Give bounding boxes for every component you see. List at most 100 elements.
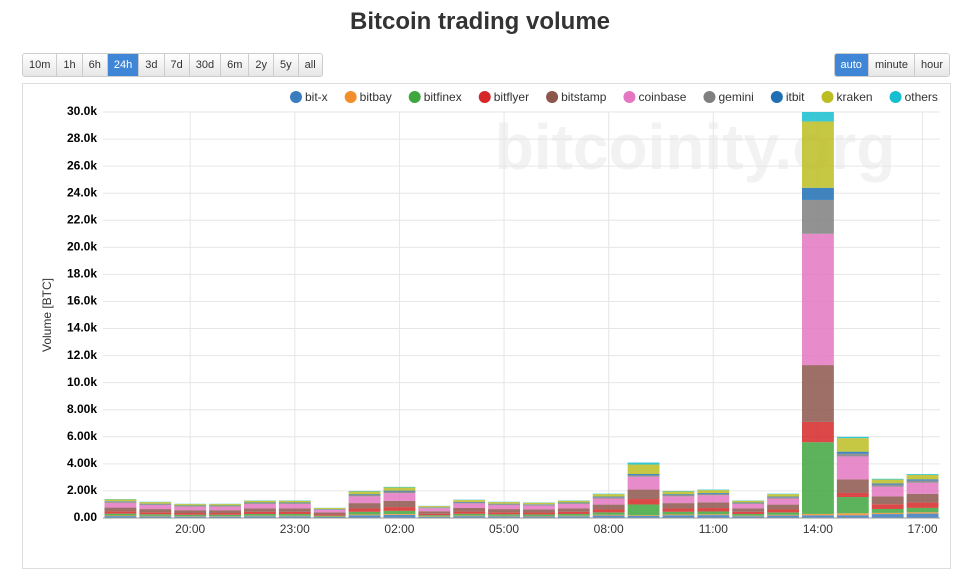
bar-segment bbox=[348, 491, 381, 495]
bar-segment bbox=[348, 503, 381, 509]
bar-segment bbox=[627, 476, 660, 490]
bar-segment bbox=[627, 504, 660, 516]
bar-segment bbox=[453, 500, 486, 502]
bar-segment bbox=[662, 491, 695, 495]
option-button[interactable]: 1h bbox=[56, 54, 82, 76]
bar-segment bbox=[523, 505, 555, 510]
y-tick-label: 18.0k bbox=[67, 267, 97, 281]
bar-segment bbox=[348, 515, 381, 518]
bar-segment bbox=[697, 490, 730, 493]
bar-segment bbox=[244, 511, 276, 514]
bar-segment bbox=[453, 513, 486, 516]
bar-segment bbox=[418, 506, 451, 508]
option-button[interactable]: 5y bbox=[273, 54, 298, 76]
bar-segment bbox=[174, 506, 207, 511]
range-buttons: 10m 1h 6h 24h 3d 7d 30d 6m 2y 5y all bbox=[22, 53, 323, 77]
legend-swatch bbox=[821, 91, 834, 103]
y-tick-label: 0.00 bbox=[74, 510, 98, 524]
legend-label: bitstamp bbox=[561, 90, 607, 104]
bar-segment bbox=[383, 513, 416, 515]
bar-segment bbox=[732, 503, 765, 509]
bar-segment bbox=[802, 442, 834, 514]
bar-segment bbox=[278, 503, 311, 509]
bar-segment bbox=[662, 511, 695, 515]
bar-segment bbox=[732, 503, 765, 504]
legend-label: others bbox=[905, 90, 938, 104]
bar-segment bbox=[418, 515, 451, 517]
bar-segment bbox=[767, 514, 799, 516]
bar-segment bbox=[139, 505, 172, 510]
legend-swatch bbox=[546, 91, 559, 103]
chart-box bbox=[22, 83, 951, 569]
bar-segment bbox=[453, 515, 486, 517]
bar-segment bbox=[174, 514, 207, 517]
bar-segment bbox=[697, 514, 730, 516]
bar-segment bbox=[627, 515, 660, 518]
bar-segment bbox=[732, 508, 765, 512]
bar-segment bbox=[488, 509, 520, 513]
option-button[interactable]: all bbox=[297, 54, 322, 76]
option-button[interactable]: 6h bbox=[81, 54, 107, 76]
bar-segment bbox=[662, 496, 695, 504]
legend-label: bit-x bbox=[305, 90, 328, 104]
bar-segment bbox=[767, 497, 799, 499]
bar-segment bbox=[278, 508, 311, 512]
bar-segment bbox=[418, 507, 451, 509]
option-button[interactable]: minute bbox=[867, 54, 914, 76]
legend-label: bitflyer bbox=[494, 90, 529, 104]
bar-segment bbox=[488, 516, 520, 518]
x-tick-label: 05:00 bbox=[489, 522, 519, 536]
bar-segment bbox=[697, 495, 730, 503]
option-button[interactable]: 10m bbox=[23, 54, 57, 76]
y-tick-label: 10.0k bbox=[67, 375, 97, 389]
bar-segment bbox=[662, 515, 695, 518]
bar-segment bbox=[104, 502, 137, 508]
option-button[interactable]: 3d bbox=[138, 54, 164, 76]
bar-segment bbox=[906, 507, 939, 513]
bar-segment bbox=[523, 502, 555, 505]
bar-segment bbox=[627, 499, 660, 505]
option-button[interactable]: auto bbox=[834, 54, 868, 76]
bar-segment bbox=[906, 493, 939, 503]
bar-segment bbox=[383, 487, 416, 491]
x-tick-label: 23:00 bbox=[280, 522, 310, 536]
y-tick-label: 24.0k bbox=[67, 185, 97, 199]
bar-segment bbox=[209, 514, 241, 517]
bar-segment bbox=[557, 511, 590, 514]
bar-segment bbox=[418, 516, 451, 518]
bar-segment bbox=[836, 438, 869, 452]
bar-segment bbox=[139, 509, 172, 513]
bar-segment bbox=[418, 508, 451, 512]
bar-segment bbox=[523, 516, 555, 518]
bar-segment bbox=[244, 515, 276, 517]
option-button[interactable]: 7d bbox=[163, 54, 189, 76]
bar-segment bbox=[313, 512, 346, 515]
bar-segment bbox=[592, 504, 625, 510]
y-tick-label: 20.0k bbox=[67, 240, 97, 254]
bar-segment bbox=[906, 512, 939, 514]
bar-segment bbox=[488, 505, 520, 510]
bar-segment bbox=[767, 498, 799, 505]
bar-segment bbox=[836, 515, 869, 518]
legend-swatch bbox=[889, 91, 902, 103]
bar-segment bbox=[523, 509, 555, 513]
legend-label: kraken bbox=[837, 90, 873, 104]
option-button[interactable]: 30d bbox=[188, 54, 221, 76]
option-button[interactable]: 24h bbox=[106, 54, 139, 76]
bar-segment bbox=[139, 512, 172, 515]
bar-segment bbox=[871, 504, 904, 509]
bar-segment bbox=[836, 497, 869, 514]
bar-segment bbox=[348, 494, 381, 495]
option-button[interactable]: hour bbox=[913, 54, 949, 76]
bar-segment bbox=[139, 502, 172, 504]
option-button[interactable]: 6m bbox=[220, 54, 249, 76]
bar-segment bbox=[871, 486, 904, 497]
legend-swatch bbox=[344, 91, 357, 103]
x-tick-label: 08:00 bbox=[594, 522, 624, 536]
option-button[interactable]: 2y bbox=[248, 54, 274, 76]
bar-segment bbox=[348, 490, 381, 492]
bar-segment bbox=[557, 508, 590, 512]
bar-segment bbox=[662, 508, 695, 512]
bar-segment bbox=[244, 500, 276, 503]
x-tick-label: 02:00 bbox=[384, 522, 414, 536]
